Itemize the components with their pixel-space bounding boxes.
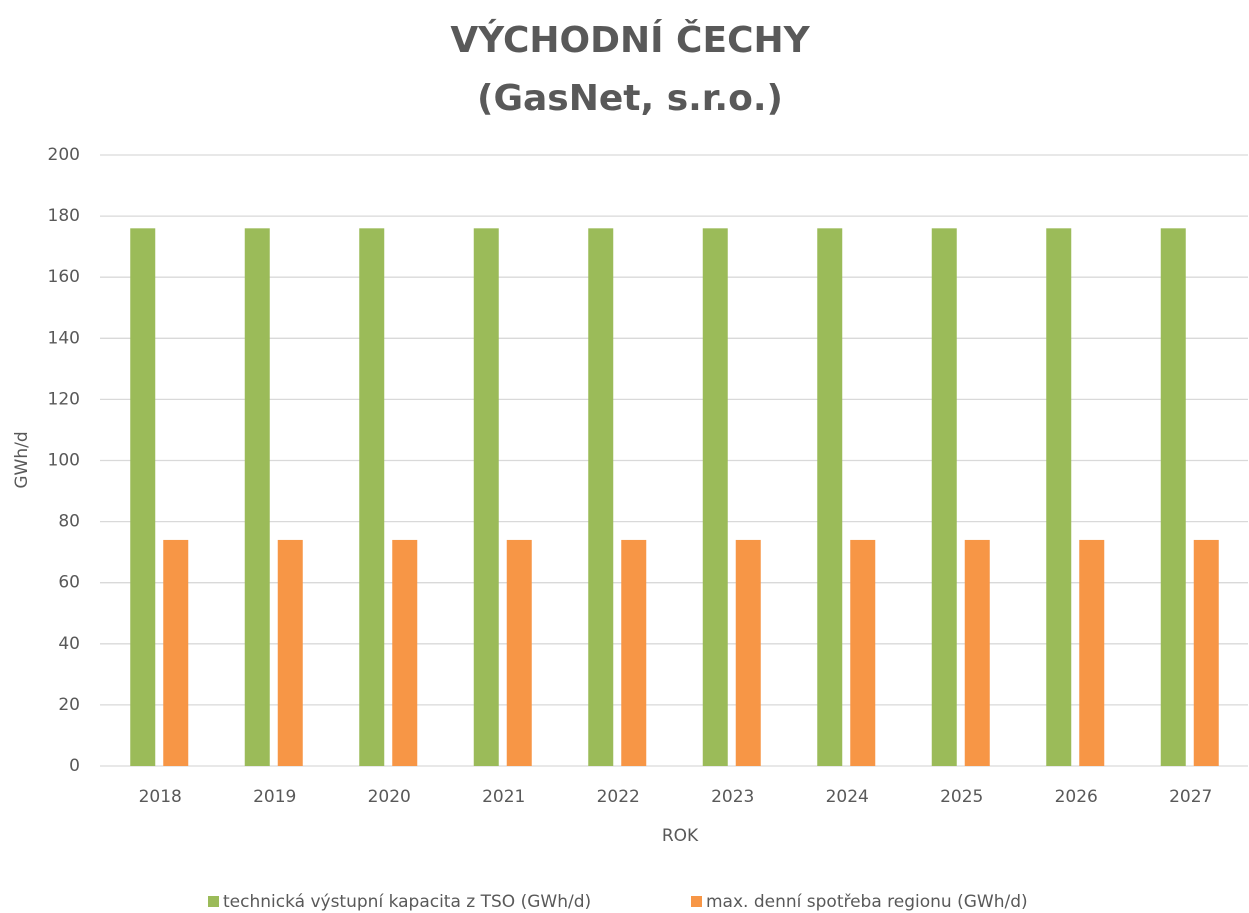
legend-label: max. denní spotřeba regionu (GWh/d) [706, 892, 1028, 912]
y-tick-label: 140 [48, 328, 80, 348]
bar [702, 228, 728, 766]
x-tick-label: 2025 [940, 787, 983, 807]
bar [1160, 228, 1186, 766]
bar [130, 228, 156, 766]
x-tick-label: 2018 [139, 787, 182, 807]
bar [359, 228, 385, 766]
x-tick-label: 2027 [1169, 787, 1212, 807]
y-tick-label: 100 [48, 451, 80, 471]
x-tick-label: 2022 [597, 787, 640, 807]
x-tick-label: 2021 [482, 787, 525, 807]
y-tick-label: 80 [58, 512, 80, 532]
y-tick-label: 0 [69, 756, 80, 776]
bar [817, 228, 843, 766]
y-tick-label: 180 [48, 206, 80, 226]
y-tick-label: 20 [58, 695, 80, 715]
bar [277, 539, 303, 766]
bar [244, 228, 270, 766]
x-tick-label: 2026 [1055, 787, 1098, 807]
bar [1046, 228, 1072, 766]
bar [588, 228, 614, 766]
legend-label: technická výstupní kapacita z TSO (GWh/d… [223, 892, 591, 912]
legend-swatch [208, 896, 219, 907]
bar [163, 539, 189, 766]
bar [850, 539, 876, 766]
legend-swatch [691, 896, 702, 907]
bar [392, 539, 418, 766]
y-tick-label: 60 [58, 573, 80, 593]
bar [1193, 539, 1219, 766]
y-axis-title: GWh/d [12, 431, 32, 488]
bar [473, 228, 499, 766]
bar [964, 539, 990, 766]
y-tick-label: 120 [48, 389, 80, 409]
x-tick-label: 2019 [253, 787, 296, 807]
bar [621, 539, 647, 766]
bar [1079, 539, 1105, 766]
y-tick-label: 200 [48, 145, 80, 165]
bar [506, 539, 532, 766]
x-tick-label: 2024 [826, 787, 869, 807]
bar [735, 539, 761, 766]
bar [931, 228, 957, 766]
chart-title: VÝCHODNÍ ČECHY [450, 18, 810, 61]
x-tick-label: 2020 [368, 787, 411, 807]
y-tick-label: 160 [48, 267, 80, 287]
x-axis-title: ROK [662, 826, 699, 846]
x-tick-label: 2023 [711, 787, 754, 807]
chart-subtitle: (GasNet, s.r.o.) [477, 78, 783, 119]
y-tick-label: 40 [58, 634, 80, 654]
